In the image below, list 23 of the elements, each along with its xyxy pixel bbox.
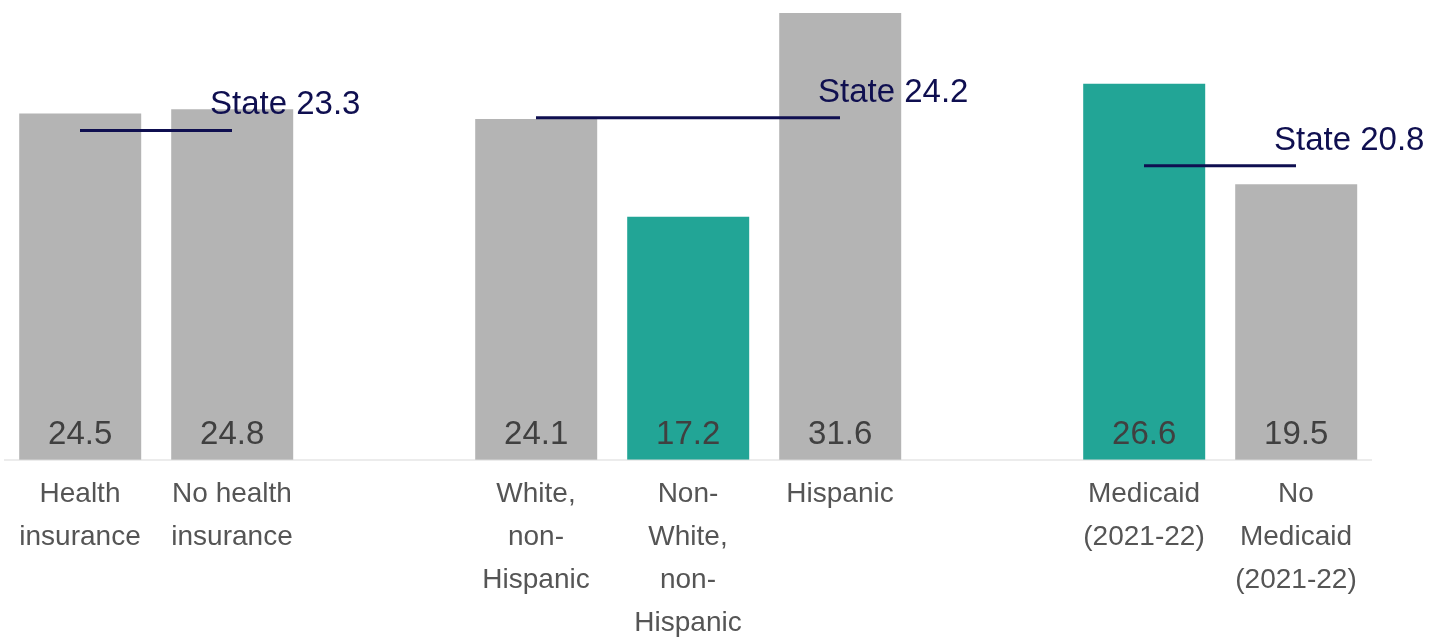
x-tick-label: Hispanic	[786, 477, 894, 508]
data-label: 17.2	[656, 414, 721, 451]
x-tick-label: Medicaid (2021-22)	[1083, 477, 1205, 551]
bar	[475, 119, 598, 460]
x-tick-label: Health insurance	[19, 477, 141, 551]
data-label: 24.5	[48, 414, 113, 451]
bar	[779, 13, 902, 460]
ref-line-label: State 24.2	[818, 71, 969, 109]
x-tick-label: Non-White, non-Hispanic	[634, 477, 742, 637]
bar	[1235, 184, 1358, 460]
data-label: 31.6	[808, 414, 873, 451]
data-label: 26.6	[1112, 414, 1177, 451]
data-label: 24.1	[504, 414, 569, 451]
x-tick-label: No health insurance	[171, 477, 293, 551]
ref-line-label: State 23.3	[210, 84, 361, 122]
x-tick-label: No Medicaid (2021-22)	[1235, 477, 1357, 594]
bar	[1083, 83, 1206, 460]
data-label: 19.5	[1264, 414, 1329, 451]
bar	[19, 113, 142, 460]
bar	[627, 216, 750, 460]
x-tick-label: White, non-Hispanic	[482, 477, 590, 594]
ref-line-label: State 20.8	[1274, 119, 1425, 157]
data-label: 24.8	[200, 414, 265, 451]
